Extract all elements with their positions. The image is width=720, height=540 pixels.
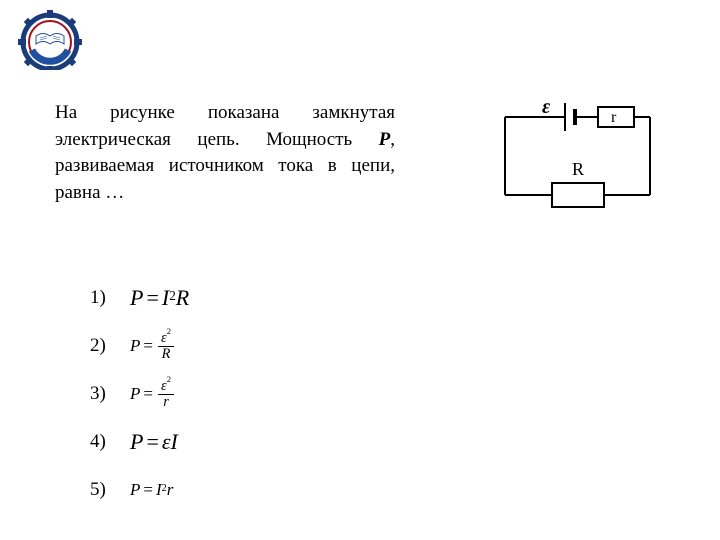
circuit-r-internal-label: r — [611, 109, 617, 126]
fraction: ε2 r — [158, 377, 174, 412]
answer-4: 4) P = ε I — [90, 424, 189, 460]
logo-text: РГУПС — [40, 50, 60, 56]
answer-2: 2) P = ε2 R — [90, 328, 189, 364]
answer-num: 4) — [90, 431, 130, 453]
answers-list: 1) P = I 2 R 2) P = ε2 R 3) P = ε2 r — [90, 280, 189, 520]
formula-5: P = I 2 r — [130, 480, 173, 500]
answer-3: 3) P = ε2 r — [90, 376, 189, 412]
answer-5: 5) P = I 2 r — [90, 472, 189, 508]
question-line1: На рисунке показана замкнутая — [55, 102, 395, 123]
formula-4: P = ε I — [130, 429, 178, 455]
formula-2: P = ε2 R — [130, 329, 176, 364]
circuit-diagram: ε r R — [490, 95, 665, 230]
circuit-svg: ε r R — [490, 95, 665, 230]
formula-1: P = I 2 R — [130, 285, 189, 311]
circuit-emf-label: ε — [542, 96, 551, 118]
logo: РГУПС — [10, 10, 90, 70]
circuit-r-external-label: R — [572, 159, 584, 179]
answer-1: 1) P = I 2 R — [90, 280, 189, 316]
answer-num: 5) — [90, 479, 130, 501]
answer-num: 3) — [90, 383, 130, 405]
fraction: ε2 R — [158, 329, 174, 364]
question-text: На рисунке показана замкнутая электричес… — [55, 100, 395, 206]
question-p-var: P — [379, 129, 391, 150]
answer-num: 1) — [90, 287, 130, 309]
formula-3: P = ε2 r — [130, 377, 176, 412]
logo-svg: РГУПС — [10, 10, 90, 70]
question-line2: электрическая цепь. Мощность — [55, 129, 352, 150]
answer-num: 2) — [90, 335, 130, 357]
